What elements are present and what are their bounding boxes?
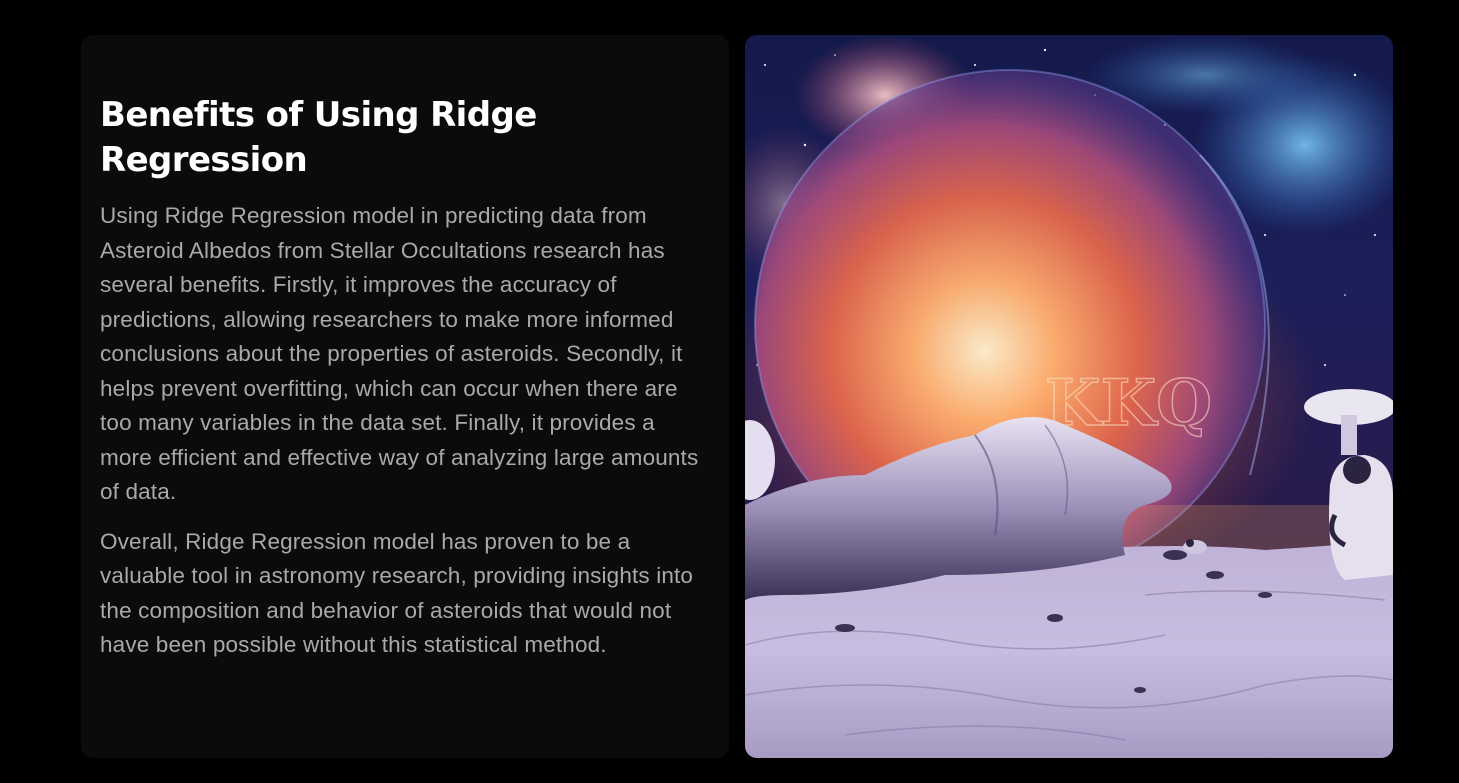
text-card: Benefits of Using Ridge Regression Using… (81, 35, 729, 758)
space-landscape-illustration: KKQ (745, 35, 1393, 758)
body-paragraph-2: Overall, Ridge Regression model has prov… (100, 528, 694, 658)
body-paragraph-1: Using Ridge Regression model in predicti… (100, 203, 699, 504)
section-title: Benefits of Using Ridge Regression (100, 95, 537, 180)
space-landscape-image: KKQ (745, 35, 1393, 758)
